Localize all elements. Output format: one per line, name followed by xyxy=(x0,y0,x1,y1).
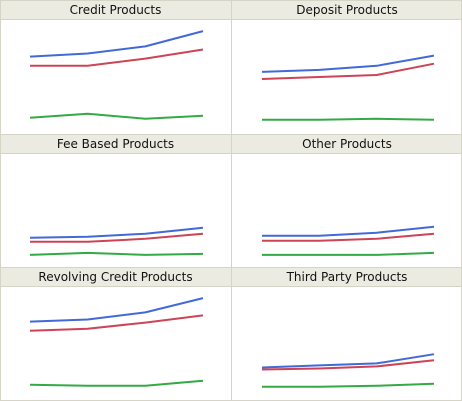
series-line-2 xyxy=(29,379,204,387)
series-line-1 xyxy=(30,232,204,243)
plot-area xyxy=(232,287,462,401)
plot-area xyxy=(0,154,231,267)
series-line-0 xyxy=(29,30,204,58)
series-line-1 xyxy=(262,232,435,242)
series-line-2 xyxy=(262,117,435,121)
plot-area xyxy=(232,154,462,267)
panel-revolving-credit-products: Revolving Credit Products xyxy=(0,267,231,401)
panel-title: Revolving Credit Products xyxy=(0,267,231,287)
series-line-0 xyxy=(262,225,435,237)
series-line-2 xyxy=(262,251,435,256)
series-line-1 xyxy=(29,314,204,332)
line-chart xyxy=(29,297,204,387)
series-line-2 xyxy=(29,251,204,256)
series-line-0 xyxy=(29,297,204,323)
series-line-1 xyxy=(261,359,435,371)
panel-title: Credit Products xyxy=(0,0,231,20)
line-chart xyxy=(29,30,204,120)
plot-area xyxy=(232,20,462,134)
series-line-0 xyxy=(261,353,435,369)
line-chart xyxy=(261,54,435,121)
panel-fee-based-products: Fee Based Products xyxy=(0,134,231,267)
series-line-0 xyxy=(261,54,435,73)
panel-deposit-products: Deposit Products xyxy=(232,0,462,134)
series-line-0 xyxy=(29,226,204,239)
series-line-2 xyxy=(262,382,435,388)
line-chart xyxy=(261,353,435,388)
series-line-1 xyxy=(30,48,204,67)
panel-title: Fee Based Products xyxy=(0,134,231,154)
plot-area xyxy=(0,20,231,134)
series-line-1 xyxy=(261,62,435,80)
column-divider xyxy=(231,0,232,401)
panel-title: Other Products xyxy=(232,134,462,154)
line-chart xyxy=(29,226,204,256)
panel-title: Deposit Products xyxy=(232,0,462,20)
plot-area xyxy=(0,287,231,401)
panel-other-products: Other Products xyxy=(232,134,462,267)
panel-credit-products: Credit Products xyxy=(0,0,231,134)
panel-title: Third Party Products xyxy=(232,267,462,287)
line-chart xyxy=(262,225,435,256)
panel-third-party-products: Third Party Products xyxy=(232,267,462,401)
series-line-2 xyxy=(29,112,204,120)
